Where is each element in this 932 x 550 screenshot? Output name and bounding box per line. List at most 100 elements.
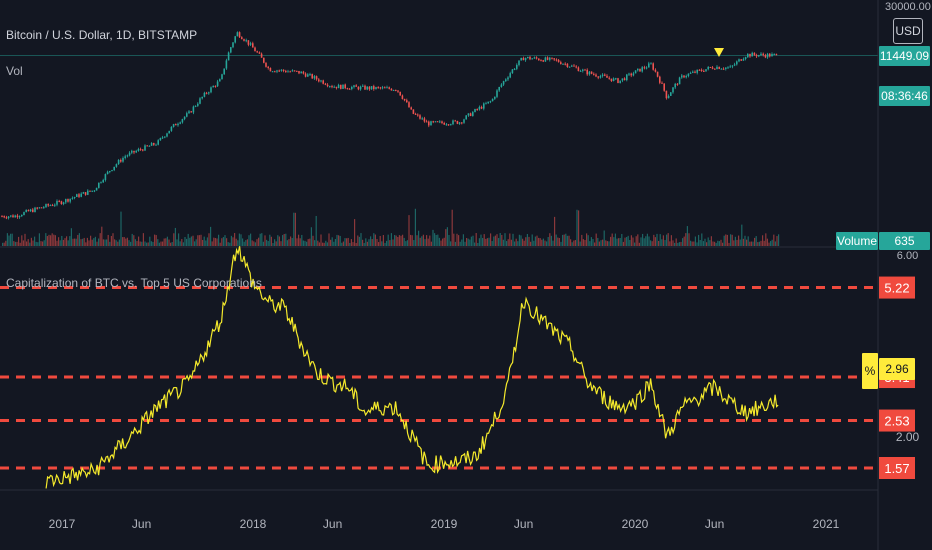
volume-bar — [261, 233, 263, 246]
price-candle — [472, 112, 474, 116]
price-candle — [544, 57, 547, 62]
volume-bar — [600, 240, 602, 246]
volume-bar — [466, 237, 468, 246]
volume-bar — [678, 242, 680, 246]
price-candle — [282, 69, 285, 71]
price-candle — [718, 66, 720, 69]
volume-bar — [546, 241, 548, 246]
volume-bar — [238, 233, 240, 246]
price-candle — [120, 159, 122, 162]
volume-bar — [667, 233, 669, 246]
volume-bar — [576, 209, 578, 246]
volume-bar — [27, 239, 29, 246]
price-candle — [491, 98, 494, 102]
volume-bar — [26, 241, 28, 246]
price-candle — [709, 66, 712, 68]
alert-marker-icon — [714, 48, 724, 57]
price-candle — [208, 92, 210, 94]
volume-bar — [555, 234, 557, 246]
price-candle — [241, 37, 243, 40]
volume-bar — [38, 233, 40, 246]
volume-bar — [66, 236, 68, 246]
volume-bar — [120, 211, 122, 246]
volume-bar — [549, 233, 551, 246]
price-candle — [711, 67, 714, 69]
price-candle — [190, 111, 192, 113]
price-candle — [425, 121, 428, 123]
volume-bar — [726, 234, 728, 246]
price-candle — [465, 115, 467, 120]
time-axis[interactable]: 2017 Jun 2018 Jun 2019 Jun 2020 Jun 2021 — [49, 517, 840, 531]
volume-bar — [200, 234, 202, 246]
price-candle — [373, 86, 375, 90]
price-candle — [285, 70, 287, 73]
price-candle — [115, 164, 118, 167]
volume-bar — [691, 241, 693, 246]
volume-bar — [506, 241, 508, 246]
price-candle — [366, 86, 368, 90]
volume-bar — [605, 240, 607, 246]
volume-bar — [696, 242, 698, 246]
volume-bar — [544, 240, 546, 246]
volume-bar — [91, 239, 93, 246]
volume-bar — [624, 237, 626, 246]
volume-bar — [128, 240, 130, 246]
volume-bar — [288, 239, 290, 246]
volume-bar — [309, 238, 311, 246]
currency-button[interactable]: USD — [893, 18, 923, 44]
volume-bar — [763, 240, 765, 246]
volume-bar — [190, 236, 192, 246]
price-candle — [733, 64, 736, 66]
price-candle — [197, 103, 199, 106]
volume-bar — [646, 233, 648, 246]
volume-bar — [206, 237, 208, 246]
price-candle — [353, 85, 355, 87]
symbol-legend[interactable]: Bitcoin / U.S. Dollar, 1D, BITSTAMP — [6, 28, 198, 42]
volume-bar — [597, 237, 599, 246]
price-candle — [71, 197, 74, 199]
volume-bar — [760, 240, 762, 246]
price-candle — [146, 145, 148, 147]
volume-bar — [234, 233, 236, 246]
volume-bar — [554, 216, 556, 246]
volume-legend[interactable]: Vol — [6, 64, 23, 78]
volume-bar — [93, 238, 95, 246]
price-candle — [769, 53, 771, 57]
volume-bar — [30, 237, 32, 246]
volume-bar — [434, 233, 436, 246]
volume-bar — [418, 230, 420, 246]
price-candle — [513, 68, 516, 70]
volume-bar — [194, 241, 196, 246]
volume-bar — [382, 235, 384, 246]
indicator-scale-top-label: 6.00 — [896, 250, 919, 262]
price-candle — [441, 121, 443, 123]
price-candle — [47, 204, 49, 206]
price-pane[interactable] — [0, 31, 878, 220]
volume-bar — [499, 233, 501, 246]
volume-bar — [278, 236, 280, 246]
price-candle — [36, 207, 38, 209]
price-candle — [619, 80, 621, 83]
volume-bar — [403, 237, 405, 246]
volume-bar — [778, 234, 780, 246]
volume-bar — [290, 236, 292, 246]
price-candle — [335, 86, 338, 89]
volume-bar — [363, 242, 365, 246]
price-candle — [599, 76, 602, 78]
volume-bar — [520, 235, 522, 246]
price-candle — [696, 69, 698, 73]
price-candle — [223, 68, 225, 75]
price-candle — [234, 36, 236, 43]
price-candle — [346, 88, 349, 90]
price-candle — [258, 52, 261, 54]
price-candle — [766, 53, 769, 58]
price-candle — [476, 109, 478, 111]
volume-bar — [426, 235, 428, 246]
volume-bar — [210, 226, 212, 246]
volume-bar — [432, 229, 434, 246]
indicator-legend[interactable]: Capitalization of BTC vs. Top 5 US Corpo… — [6, 276, 262, 290]
volume-bar — [458, 235, 460, 246]
volume-bar — [611, 233, 613, 246]
volume-bar — [688, 233, 690, 246]
